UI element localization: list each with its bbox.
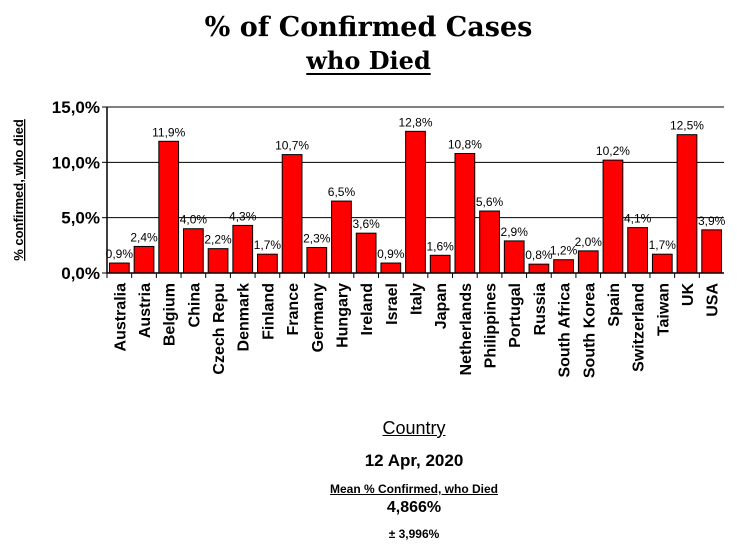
bar <box>553 259 574 274</box>
value-label: 0,9% <box>377 247 405 261</box>
x-tick-label: Netherlands <box>458 283 475 376</box>
value-label: 4,1% <box>624 212 652 226</box>
bar <box>454 152 476 274</box>
value-label: 2,9% <box>501 225 529 239</box>
chart-title: % of Confirmed Cases <box>204 12 533 43</box>
x-tick-label: Italy <box>409 283 426 315</box>
value-label: 1,2% <box>550 244 578 258</box>
x-tick-label: Austria <box>137 283 154 338</box>
bar <box>183 228 204 274</box>
y-tick-label: 0,0% <box>61 264 100 283</box>
bar <box>528 263 550 274</box>
bar <box>306 247 328 274</box>
x-tick-label: France <box>285 283 302 336</box>
date-label: 12 Apr, 2020 <box>364 451 464 470</box>
x-axis-label: Country <box>0 418 737 439</box>
chart-subtitle: who Died <box>0 46 737 75</box>
bar <box>108 262 130 274</box>
x-tick-label: Taiwan <box>655 283 672 336</box>
x-tick-label: Israel <box>384 283 401 325</box>
y-tick-label: 10,0% <box>52 153 100 172</box>
value-label: 10,8% <box>448 137 482 151</box>
bar <box>380 262 402 274</box>
bar <box>331 200 352 274</box>
x-tick-label: South Korea <box>581 283 598 378</box>
value-label: 2,4% <box>130 230 158 244</box>
x-tick-label: Germany <box>310 283 327 352</box>
value-label: 4,3% <box>229 209 257 223</box>
chart-subtitle-text: who Died <box>306 46 431 75</box>
value-label: 10,2% <box>596 144 630 158</box>
y-axis-label: % confirmed, who died <box>11 119 26 261</box>
bar <box>257 253 278 274</box>
value-label: 6,5% <box>328 185 356 199</box>
bars-group <box>108 130 723 274</box>
y-tick-label: 5,0% <box>61 209 100 228</box>
bar <box>503 240 525 274</box>
value-label: 11,9% <box>152 125 185 139</box>
bar <box>429 254 451 274</box>
bar <box>627 227 648 274</box>
x-tick-label: Russia <box>532 283 549 336</box>
bar <box>651 253 673 274</box>
x-tick-label: Philippines <box>483 283 500 368</box>
x-tick-label: Portugal <box>507 283 524 348</box>
value-label: 1,6% <box>427 239 455 253</box>
x-axis-label-text: Country <box>382 418 446 438</box>
x-tick-label: Belgium <box>162 283 179 346</box>
x-tick-labels: Australia Austria Belgium China Czech Repu De… <box>112 283 721 379</box>
value-label: 3,6% <box>352 217 380 231</box>
bar <box>133 245 155 274</box>
x-tick-label: South Africa <box>557 283 574 378</box>
bar <box>355 232 377 274</box>
bar <box>602 159 624 274</box>
value-label: 0,9% <box>106 247 134 261</box>
x-tick-label: Switzerland <box>631 283 648 372</box>
value-label: 3,9% <box>698 214 726 228</box>
value-label: 2,2% <box>204 233 232 247</box>
value-label: 12,5% <box>670 119 704 133</box>
value-label: 1,7% <box>649 238 677 252</box>
value-label: 12,8% <box>398 115 432 129</box>
mean-value: 4,866% <box>386 499 442 516</box>
value-labels: 0,9% 2,4% 11,9% 4,0% 2,2% 4,3% 1,7% 10,7% 2,3% 6,… <box>106 115 726 262</box>
x-tick-label: Finland <box>260 283 277 340</box>
x-tick-label: Ireland <box>359 283 376 335</box>
value-label: 0,8% <box>525 248 553 262</box>
bar <box>479 210 500 274</box>
value-label: 2,3% <box>303 232 331 246</box>
bar <box>281 154 303 274</box>
x-tick-label: UK <box>680 283 697 307</box>
bar <box>405 130 426 274</box>
mean-label-text: Mean % Confirmed, who Died <box>329 482 498 496</box>
x-tick-label: USA <box>705 283 722 317</box>
value-label: 10,7% <box>275 139 309 153</box>
x-tick-label: Japan <box>433 283 450 329</box>
bar <box>207 248 229 274</box>
value-label: 1,7% <box>254 238 282 252</box>
x-tick-label: China <box>186 283 203 328</box>
x-tick-label: Australia <box>112 283 129 352</box>
bar <box>232 224 254 274</box>
y-tick-labels: 0,0% 5,0% 10,0% 15,0% <box>52 98 100 283</box>
x-tick-label: Hungary <box>334 283 351 348</box>
x-tick-label: Spain <box>606 283 623 327</box>
x-tick-label: Czech Repu <box>211 283 228 375</box>
bar <box>158 140 180 274</box>
bar <box>577 250 599 274</box>
y-tick-label: 15,0% <box>52 98 100 117</box>
x-tick-label: Denmark <box>236 283 253 352</box>
value-label: 2,0% <box>575 235 603 249</box>
bar <box>676 134 698 274</box>
mean-label: Mean % Confirmed, who Died <box>0 482 737 496</box>
axes <box>102 106 724 278</box>
value-label: 5,6% <box>476 195 504 209</box>
bar <box>701 229 723 274</box>
mean-sd: ± 3,996% <box>388 527 440 541</box>
value-label: 4,0% <box>180 213 208 227</box>
